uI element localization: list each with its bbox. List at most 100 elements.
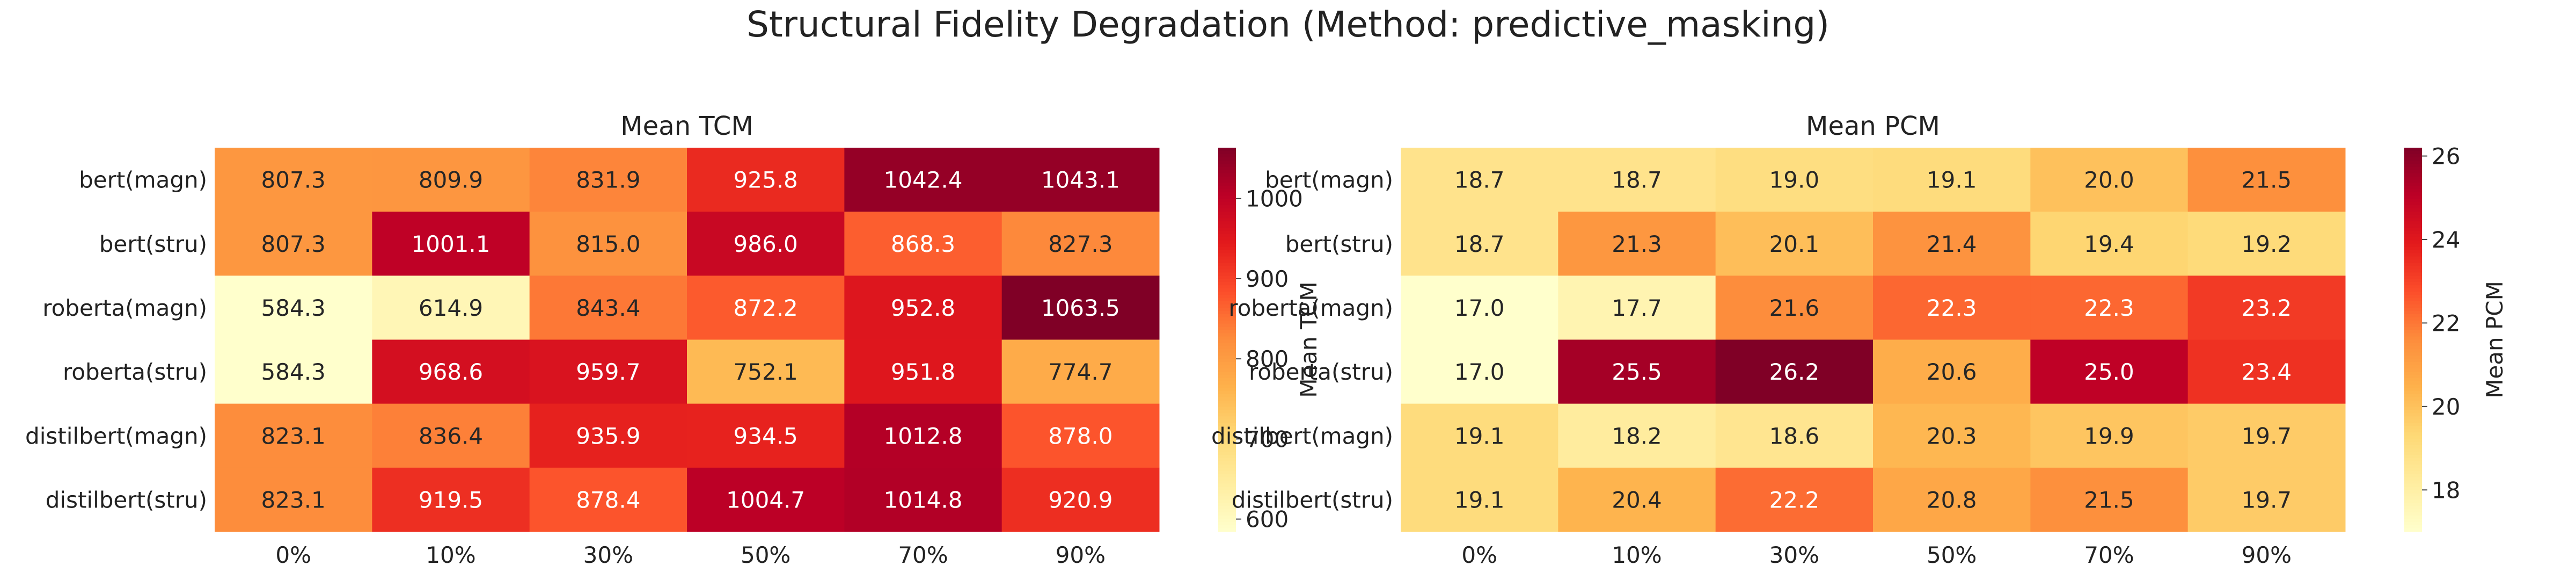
cell-value-label: 823.1	[261, 487, 326, 513]
heatmap-title: Mean PCM	[1806, 111, 1940, 141]
heatmap-cell	[1715, 339, 1874, 404]
colorbar-segment	[1218, 346, 1236, 350]
heatmap-cell	[1873, 403, 2031, 468]
cell-value-label: 807.3	[261, 167, 326, 193]
colorbar-segment	[1218, 323, 1236, 328]
colorbar-segment	[2404, 429, 2422, 433]
colorbar-segment	[1218, 506, 1236, 510]
cell-value-label: 26.2	[1769, 359, 1820, 385]
column-tick-label: 50%	[741, 542, 791, 568]
colorbar-segment	[1218, 426, 1236, 430]
colorbar-segment	[1218, 509, 1236, 513]
heatmap-panel-pcm: Mean PCM 18.7 18.7 19.0 19.1 20.0 21.5 18.7 21.3…	[1211, 111, 2508, 568]
colorbar-segment	[2404, 279, 2422, 282]
heatmap-cell	[1558, 276, 1716, 340]
colorbar-segment	[1218, 499, 1236, 503]
colorbar-segment	[1218, 387, 1236, 392]
heatmap-cell	[1558, 148, 1716, 212]
colorbar-segment	[1218, 186, 1236, 190]
colorbar-segment	[2404, 170, 2422, 174]
colorbar-segment	[1218, 327, 1236, 331]
colorbar-tick-label: 26	[2432, 143, 2460, 170]
colorbar-segment	[2404, 410, 2422, 414]
heatmap-cell	[844, 339, 1002, 404]
colorbar-segment	[1218, 224, 1236, 228]
row-tick-label: distilbert(magn)	[25, 423, 207, 449]
heatmap-cell	[2030, 148, 2189, 212]
column-tick-label: 70%	[898, 542, 948, 568]
colorbar-segment	[1218, 269, 1236, 273]
cell-value-label: 22.3	[2084, 295, 2134, 321]
colorbar-segment	[2404, 327, 2422, 331]
colorbar-segment	[1218, 282, 1236, 286]
colorbar-segment	[2404, 176, 2422, 180]
colorbar-segment	[1218, 199, 1236, 202]
cell-value-label: 1001.1	[412, 231, 491, 257]
row-tick-label: distilbert(stru)	[1232, 487, 1393, 513]
colorbar-segment	[1218, 416, 1236, 421]
row-tick-label: distilbert(magn)	[1211, 423, 1393, 449]
cell-value-label: 868.3	[891, 231, 955, 257]
cell-value-label: 18.7	[1454, 167, 1505, 193]
column-tick-label: 90%	[1056, 542, 1106, 568]
cell-value-label: 836.4	[419, 423, 483, 449]
colorbar-segment	[1218, 266, 1236, 270]
colorbar-segment	[1218, 356, 1236, 359]
colorbar-segment	[1218, 477, 1236, 481]
cell-value-label: 19.1	[1454, 487, 1505, 513]
heatmap-cell	[372, 403, 530, 468]
colorbar-segment	[2404, 362, 2422, 366]
row-tick-label: bert(stru)	[99, 231, 207, 257]
colorbar-segment	[2404, 423, 2422, 426]
colorbar: 600 700 800 900 1000 Mean TCM	[1218, 148, 1322, 533]
colorbar-segment	[1218, 295, 1236, 299]
cell-value-label: 968.6	[419, 359, 483, 385]
heatmap-cell	[2030, 276, 2189, 340]
column-tick-label: 50%	[1927, 542, 1977, 568]
colorbar-segment	[2404, 483, 2422, 488]
colorbar-segment	[1218, 419, 1236, 424]
colorbar-segment	[2404, 490, 2422, 494]
colorbar-segment	[2404, 496, 2422, 501]
colorbar-segment	[1218, 467, 1236, 472]
colorbar-segment	[2404, 263, 2422, 267]
colorbar-segment	[1218, 150, 1236, 155]
cell-value-label: 19.2	[2242, 231, 2292, 257]
colorbar-segment	[1218, 304, 1236, 308]
colorbar-segment	[2404, 464, 2422, 468]
cell-value-label: 1042.4	[884, 167, 963, 193]
colorbar-segment	[2404, 298, 2422, 302]
colorbar-segment	[1218, 429, 1236, 433]
colorbar-segment	[1218, 215, 1236, 219]
colorbar-segment	[2404, 230, 2422, 235]
colorbar-segment	[2404, 470, 2422, 475]
colorbar-segment	[2404, 154, 2422, 158]
heatmap-cell	[529, 339, 687, 404]
heatmap-cell	[844, 148, 1002, 212]
colorbar-segment	[1218, 240, 1236, 244]
colorbar-segment	[1218, 448, 1236, 452]
colorbar-tick-label: 900	[1246, 266, 1289, 292]
colorbar-segment	[1218, 470, 1236, 475]
heatmap-cell	[372, 467, 530, 532]
colorbar-segment	[2404, 288, 2422, 292]
colorbar-segment	[1218, 528, 1236, 532]
heatmap-cell	[2187, 276, 2346, 340]
cell-value-label: 614.9	[419, 295, 483, 321]
heatmap-cell	[687, 339, 845, 404]
heatmap-cell	[529, 148, 687, 212]
row-tick-label: bert(magn)	[79, 167, 207, 193]
colorbar-segment	[2404, 323, 2422, 328]
heatmap-cell	[1715, 212, 1874, 276]
heatmap-cell	[844, 276, 1002, 340]
colorbar-segment	[1218, 237, 1236, 241]
column-tick-label: 70%	[2084, 542, 2134, 568]
colorbar-segment	[2404, 269, 2422, 273]
cell-value-label: 20.4	[1612, 487, 1662, 513]
colorbar-segment	[1218, 333, 1236, 337]
colorbar-segment	[2404, 381, 2422, 385]
figure-title: Structural Fidelity Degradation (Method:…	[747, 4, 1829, 45]
colorbar-segment	[2404, 183, 2422, 187]
heatmap-cell	[1715, 403, 1874, 468]
colorbar-segment	[2404, 452, 2422, 455]
